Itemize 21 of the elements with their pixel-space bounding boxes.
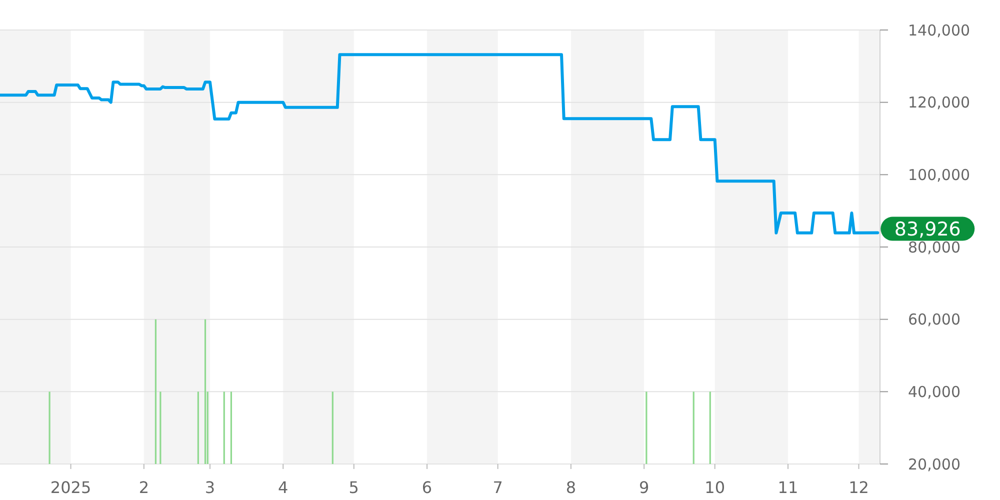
x-tick-label: 5: [348, 478, 359, 497]
line-series: [0, 53, 880, 234]
y-tick-label: 60,000: [908, 310, 960, 329]
x-tick-label: 7: [492, 478, 503, 497]
x-tick-label: 2: [138, 478, 150, 497]
y-tick-label: 140,000: [908, 21, 970, 40]
y-tick-label: 100,000: [908, 166, 970, 184]
x-tick-label: 6: [422, 478, 432, 497]
x-tick-label: 11: [778, 478, 798, 497]
x-tick-label: 4: [278, 478, 288, 497]
x-tick-label: 8: [566, 478, 576, 497]
y-tick-label: 40,000: [908, 383, 960, 402]
x-tick-label: 3: [204, 478, 216, 497]
x-tick-label: 10: [704, 478, 726, 497]
x-tick-label: 2025: [50, 478, 92, 497]
y-tick-label: 120,000: [908, 94, 970, 112]
x-tick-label: 9: [638, 478, 650, 497]
annotation: 83,926: [894, 218, 961, 241]
y-tick-label: 80,000: [908, 238, 960, 256]
x-tick-label: 12: [848, 478, 869, 497]
y-tick-label: 20,000: [908, 455, 960, 474]
